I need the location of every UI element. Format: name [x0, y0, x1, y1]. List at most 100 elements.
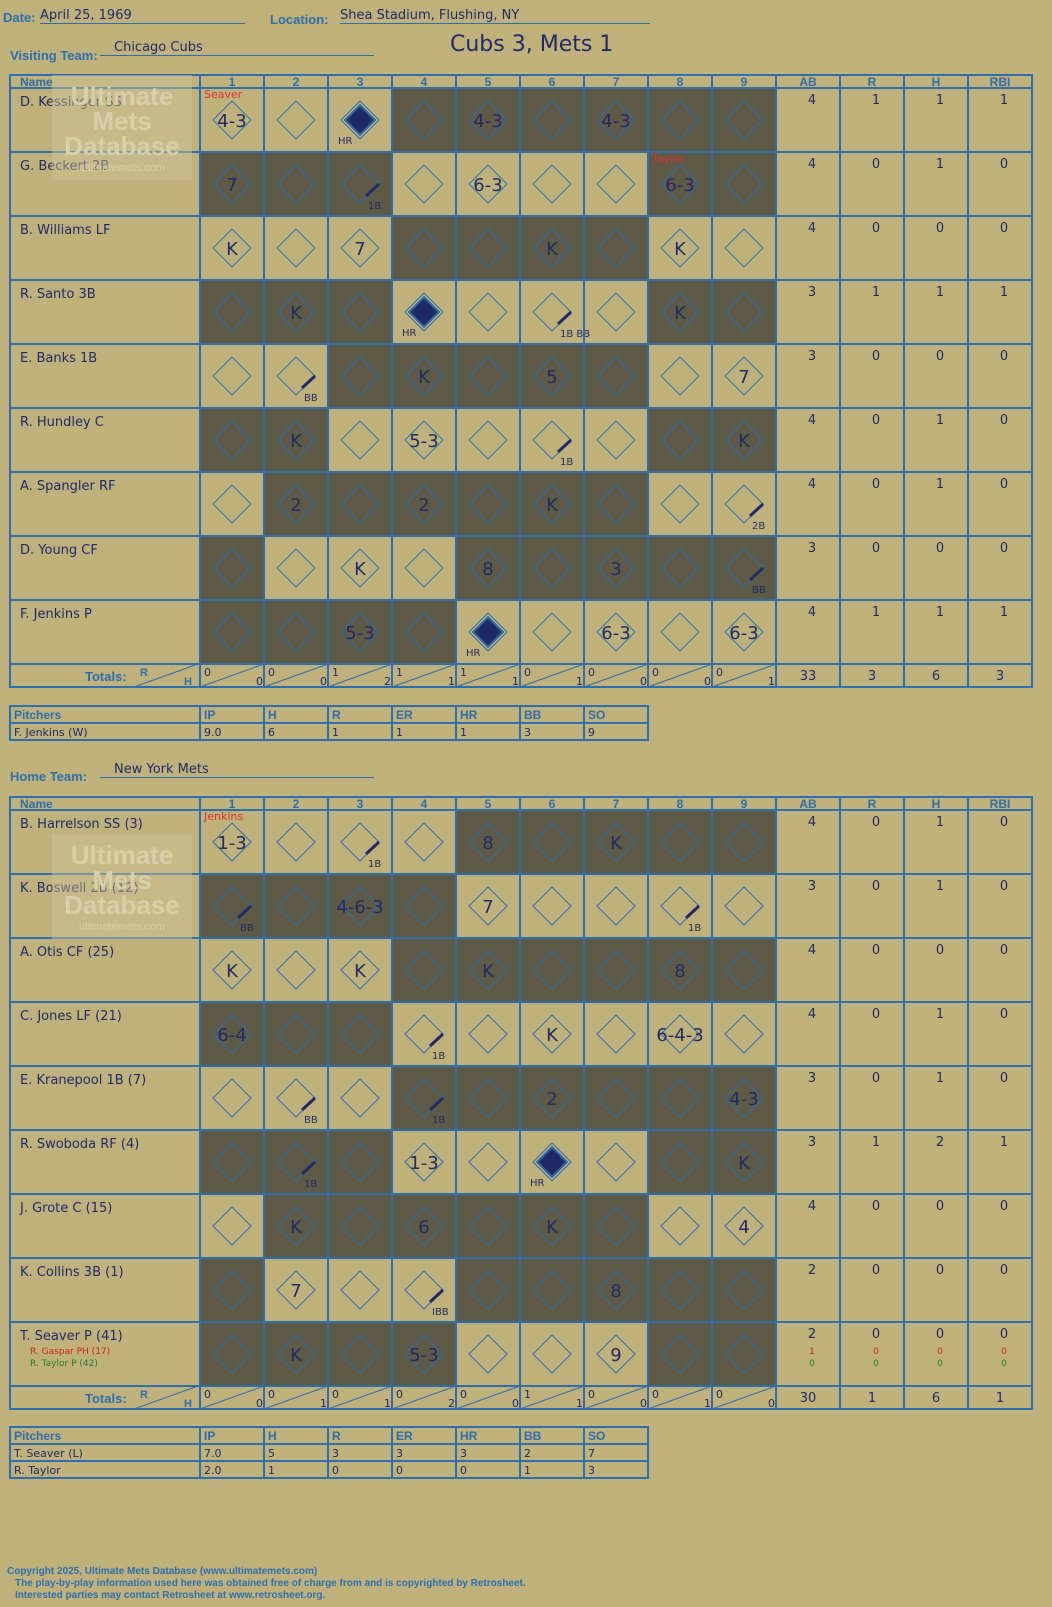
batter-name: F. Jenkins P	[20, 607, 92, 622]
pitcher-er: 1	[396, 726, 403, 739]
play-result: 6-3	[473, 175, 502, 196]
home-run-diamond	[535, 1145, 569, 1179]
inning-hits: 1	[704, 1397, 711, 1410]
shaded-cell	[392, 600, 456, 664]
batter-rbi: 1	[1000, 285, 1008, 300]
play-result: 1B	[304, 1179, 317, 1190]
base-diamond	[212, 164, 252, 204]
base-diamond	[212, 822, 252, 862]
inning-hits: 2	[448, 1397, 455, 1410]
basepath-mark	[684, 904, 701, 920]
base-diamond	[724, 420, 764, 460]
pitcher-so: 3	[588, 1464, 595, 1477]
batter-name: R. Swoboda RF (4)	[20, 1137, 139, 1152]
base-diamond	[340, 1142, 380, 1182]
base-diamond	[532, 1014, 572, 1054]
shaded-cell	[520, 344, 584, 408]
totals-cell-divider	[647, 1385, 713, 1410]
base-diamond	[340, 950, 380, 990]
pitcher-bb: 1	[524, 1464, 531, 1477]
substitute-r: 0	[873, 1347, 879, 1357]
play-result: HR	[530, 1178, 545, 1189]
batter-ab: 3	[808, 1071, 816, 1086]
shaded-cell	[584, 1194, 648, 1258]
base-diamond	[340, 1334, 380, 1374]
pitcher-hr: 3	[460, 1447, 467, 1460]
base-diamond	[532, 950, 572, 990]
shaded-cell	[712, 152, 776, 216]
stat-header: R	[868, 75, 877, 89]
play-result: K	[546, 1217, 559, 1238]
home-team-label: Home Team:	[10, 769, 88, 784]
inning-runs: 0	[204, 1388, 211, 1401]
base-diamond	[404, 1270, 444, 1310]
shaded-cell	[712, 88, 776, 152]
base-diamond	[212, 228, 252, 268]
shaded-cell	[264, 408, 328, 472]
play-result: K	[226, 239, 239, 260]
base-diamond	[724, 1014, 764, 1054]
base-diamond	[660, 164, 700, 204]
batter-rbi: 0	[1000, 1071, 1008, 1086]
play-result: K	[290, 303, 303, 324]
pitcher-er: 3	[396, 1447, 403, 1460]
base-diamond	[276, 292, 316, 332]
pitching-header: Pitchers	[14, 708, 62, 722]
play-result: 6-3	[729, 623, 758, 644]
batter-h: 2	[936, 1135, 944, 1150]
shaded-cell	[520, 88, 584, 152]
totals-cell-divider	[583, 1385, 649, 1410]
stat-header: R	[868, 797, 877, 811]
basepath-mark	[300, 1160, 317, 1176]
base-diamond	[660, 1270, 700, 1310]
base-diamond	[532, 1142, 572, 1182]
base-diamond	[596, 612, 636, 652]
base-diamond	[596, 1270, 636, 1310]
shaded-cell	[520, 472, 584, 536]
home-run-diamond	[407, 295, 441, 329]
base-diamond	[660, 292, 700, 332]
play-result: K	[482, 961, 495, 982]
inning-runs: 0	[652, 666, 659, 679]
total-ab: 30	[800, 1391, 817, 1406]
pitching-header: Pitchers	[14, 1429, 62, 1443]
play-result: K	[610, 833, 623, 854]
shaded-cell	[712, 938, 776, 1002]
pitcher-h: 5	[268, 1447, 275, 1460]
game-date: April 25, 1969	[40, 8, 245, 24]
shaded-cell	[648, 536, 712, 600]
batter-ab: 4	[808, 413, 816, 428]
base-diamond	[340, 1078, 380, 1118]
inning-runs: 1	[524, 1388, 531, 1401]
batter-h: 1	[936, 157, 944, 172]
play-result: K	[546, 239, 559, 260]
shaded-cell	[200, 874, 264, 938]
batter-name: R. Santo 3B	[20, 287, 96, 302]
batter-r: 0	[872, 1007, 880, 1022]
shaded-cell	[328, 344, 392, 408]
inning-runs: 0	[652, 1388, 659, 1401]
basepath-mark	[364, 182, 381, 198]
inning-hits: 1	[768, 675, 775, 688]
watermark-text: Database	[64, 131, 180, 161]
date-label: Date:	[3, 10, 36, 25]
pitcher-hr: 0	[460, 1464, 467, 1477]
batter-r: 0	[872, 879, 880, 894]
base-diamond	[532, 886, 572, 926]
watermark-backdrop	[52, 834, 192, 939]
play-result: BB	[752, 585, 766, 596]
totals-r-label: R	[140, 667, 148, 679]
home-team-name: New York Mets	[100, 762, 374, 778]
batter-ab: 4	[808, 477, 816, 492]
batter-rbi: 0	[1000, 1199, 1008, 1214]
play-result: K	[226, 961, 239, 982]
pitcher-so: 7	[588, 1447, 595, 1460]
inning-runs: 0	[588, 1388, 595, 1401]
pitcher-hr: 1	[460, 726, 467, 739]
game-location: Shea Stadium, Flushing, NY	[340, 8, 650, 24]
batter-r: 0	[872, 1071, 880, 1086]
base-diamond	[660, 420, 700, 460]
play-result: 6-4	[217, 1025, 246, 1046]
play-result: 9	[610, 1345, 621, 1366]
shaded-cell	[456, 1194, 520, 1258]
